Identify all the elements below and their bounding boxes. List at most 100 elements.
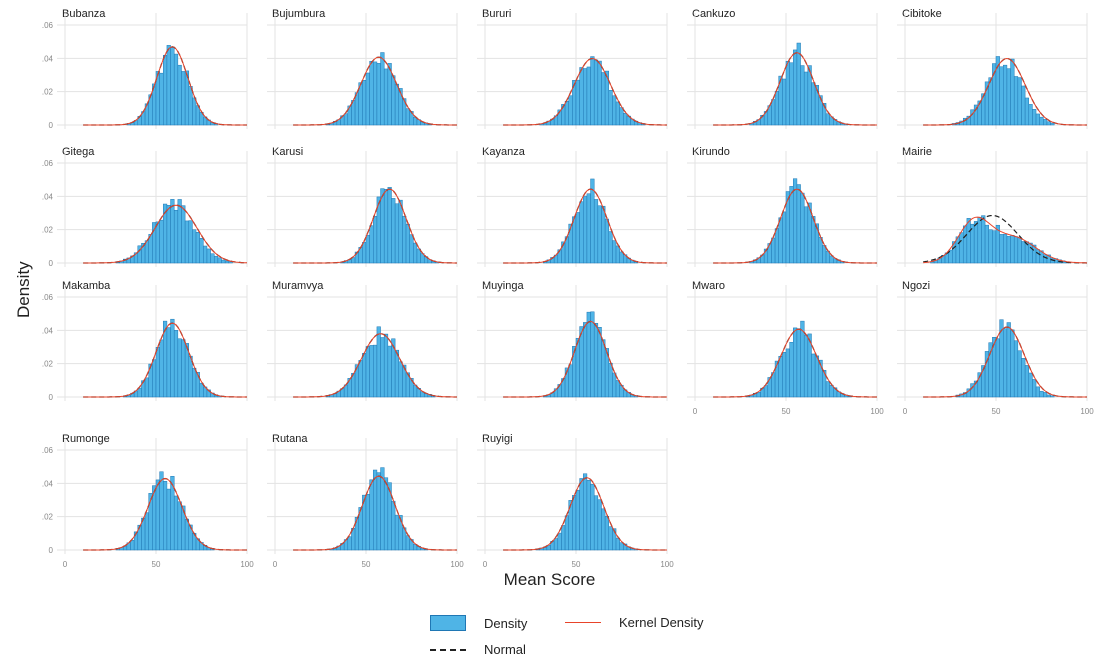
y-axis-title: Density [8,261,38,330]
x-tick-label: 50 [992,407,1001,416]
histogram-bar [999,66,1004,126]
histogram-bar [173,53,179,126]
histogram-bar [1039,390,1044,398]
histogram-bar [405,535,410,551]
histogram-bar [173,330,179,398]
facet-title: Bururi [482,8,511,20]
histogram-bar [362,79,367,126]
histogram-bar [159,72,164,126]
facet-title: Muramvya [272,280,324,292]
y-tick-label: .02 [42,513,54,522]
histogram-bar [166,205,171,264]
x-tick-label: 0 [273,560,278,569]
histogram-bar [604,218,610,264]
histogram-bar [195,231,200,264]
histogram-bar [583,473,588,551]
histogram-bar [793,178,798,264]
histogram-bar [1043,254,1048,264]
histogram-bar [992,230,997,264]
facet-title: Kayanza [482,146,526,158]
histogram-bar [803,71,809,126]
histogram-bar [1003,328,1008,398]
histogram-bar [615,380,620,398]
histogram-bar [413,242,418,264]
histogram-bar [369,479,374,551]
histogram-bar [988,229,993,264]
histogram-bar [1013,236,1019,264]
histogram-bar [159,471,164,551]
kernel-density-curve [503,57,667,126]
histogram-bar [590,311,595,398]
kernel-density-curve [83,322,247,398]
histogram-bar [369,345,374,398]
histogram-bar [586,193,591,264]
histogram-bar [789,342,794,398]
histogram-bar [615,245,620,264]
facet-title: Cibitoke [902,8,942,20]
histogram-bar [771,372,776,398]
legend-item-density: Density [430,615,527,631]
histogram-bar [1024,241,1030,264]
facet-title: Bujumbura [272,8,326,20]
histogram-bar [181,71,186,126]
histogram-bar [199,382,204,398]
kernel-density-curve [83,204,247,264]
histogram-bar [221,259,226,264]
facet-kayanza: Kayanza [477,146,668,267]
y-tick-label: .04 [42,479,54,488]
histogram-bar [785,60,790,126]
histogram-bar [572,346,577,398]
histogram-bar [144,377,149,398]
histogram-bar [557,532,562,551]
histogram-bar [188,86,193,126]
facet-title: Ruyigi [482,433,513,445]
y-tick-label: .02 [42,360,54,369]
histogram-bar [1013,340,1019,398]
facet-title: Kirundo [692,146,730,158]
normal-curve [923,214,1088,264]
histogram-bar [1046,394,1051,398]
histogram-bar [1013,76,1019,126]
histogram-bar [1050,122,1055,126]
histogram-bar [365,234,370,264]
kernel-density-curve [293,56,457,126]
histogram-bar [1039,116,1044,126]
histogram-bar [977,216,982,264]
histogram-bar [1017,77,1022,126]
y-tick-label: .04 [42,192,54,201]
facet-title: Rumonge [62,433,110,445]
y-tick-label: .06 [42,293,54,302]
histogram-bar [166,45,171,126]
histogram-bar [988,77,993,126]
histogram-bar [398,199,403,264]
histogram-bar [394,83,400,126]
x-tick-label: 50 [152,560,161,569]
histogram-bar [228,261,233,264]
facet-kirundo: Kirundo [687,146,878,267]
histogram-bar [155,479,160,551]
histogram-bar [575,338,580,398]
histogram-bar [1006,68,1011,126]
facet-title: Rutana [272,433,308,445]
histogram-bar [590,484,595,551]
histogram-bar [373,215,378,264]
histogram-bar [778,355,783,398]
histogram-bar [590,56,595,126]
histogram-bar [568,95,573,126]
legend-label-kernel: Kernel Density [619,615,704,630]
histogram-bar [586,480,591,551]
histogram-bar [785,348,790,398]
histogram-bar [391,500,396,551]
histogram-bar [383,68,389,126]
histogram-bar [568,364,573,398]
histogram-bar [800,65,805,126]
histogram-bar [597,60,602,126]
histogram-bar [1003,64,1008,126]
histogram-bar [416,248,421,264]
legend-swatch-normal [430,648,466,651]
histogram-bar [394,514,400,551]
histogram-bar [184,220,190,264]
histogram-bar [365,494,370,551]
histogram-bar [210,253,215,264]
histogram-bar [347,536,352,551]
